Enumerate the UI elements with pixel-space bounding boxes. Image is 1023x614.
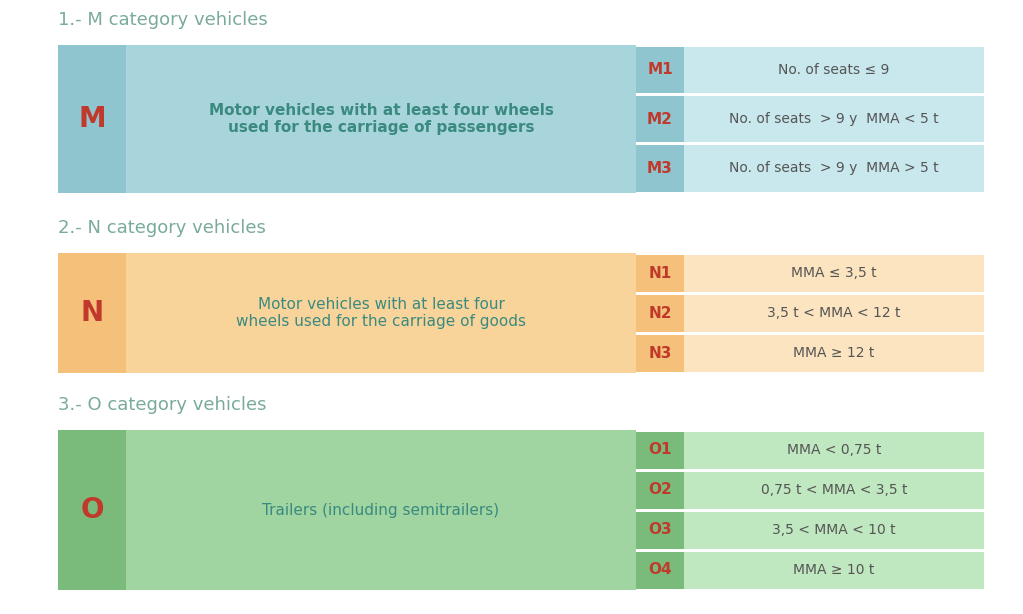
Bar	[636, 254, 684, 292]
Text: 3,5 < MMA < 10 t: 3,5 < MMA < 10 t	[772, 523, 896, 537]
Text: No. of seats  > 9 y  MMA > 5 t: No. of seats > 9 y MMA > 5 t	[729, 161, 939, 176]
Text: N: N	[81, 299, 103, 327]
Text: M1: M1	[648, 62, 673, 77]
Bar	[58, 253, 126, 373]
Text: MMA ≥ 12 t: MMA ≥ 12 t	[793, 346, 875, 360]
Text: M: M	[78, 105, 105, 133]
Text: M2: M2	[648, 112, 673, 126]
Bar	[636, 145, 684, 192]
Text: No. of seats ≤ 9: No. of seats ≤ 9	[779, 63, 890, 77]
Text: 2.- N category vehicles: 2.- N category vehicles	[58, 219, 266, 237]
Bar	[684, 551, 984, 588]
Text: 3.- O category vehicles: 3.- O category vehicles	[58, 396, 267, 414]
Text: O: O	[80, 496, 103, 524]
Text: MMA ≥ 10 t: MMA ≥ 10 t	[793, 563, 875, 577]
Bar	[636, 96, 684, 142]
Text: N3: N3	[649, 346, 672, 360]
Text: Motor vehicles with at least four
wheels used for the carriage of goods: Motor vehicles with at least four wheels…	[236, 297, 526, 329]
Bar	[684, 432, 984, 468]
Bar	[684, 145, 984, 192]
Bar	[636, 335, 684, 371]
Text: M3: M3	[648, 161, 673, 176]
Text: 1.- M category vehicles: 1.- M category vehicles	[58, 11, 268, 29]
Text: N1: N1	[649, 265, 672, 281]
Bar	[58, 430, 126, 590]
Bar	[684, 96, 984, 142]
Text: Motor vehicles with at least four wheels
used for the carriage of passengers: Motor vehicles with at least four wheels…	[209, 103, 553, 135]
Bar	[126, 430, 636, 590]
Text: O3: O3	[649, 523, 672, 537]
Bar	[684, 335, 984, 371]
Bar	[636, 47, 684, 93]
Bar	[58, 45, 126, 193]
Text: 0,75 t < MMA < 3,5 t: 0,75 t < MMA < 3,5 t	[761, 483, 907, 497]
Bar	[636, 295, 684, 332]
Bar	[684, 295, 984, 332]
Bar	[684, 47, 984, 93]
Bar	[636, 432, 684, 468]
Bar	[126, 253, 636, 373]
Bar	[684, 511, 984, 548]
Bar	[636, 551, 684, 588]
Text: Trailers (including semitrailers): Trailers (including semitrailers)	[263, 502, 499, 518]
Bar	[126, 45, 636, 193]
Bar	[636, 472, 684, 508]
Text: No. of seats  > 9 y  MMA < 5 t: No. of seats > 9 y MMA < 5 t	[729, 112, 939, 126]
Text: MMA ≤ 3,5 t: MMA ≤ 3,5 t	[791, 266, 877, 280]
Text: N2: N2	[649, 306, 672, 321]
Text: MMA < 0,75 t: MMA < 0,75 t	[787, 443, 881, 457]
Text: O2: O2	[649, 483, 672, 497]
Bar	[636, 511, 684, 548]
Text: 3,5 t < MMA < 12 t: 3,5 t < MMA < 12 t	[767, 306, 900, 320]
Bar	[684, 254, 984, 292]
Bar	[684, 472, 984, 508]
Text: O4: O4	[649, 562, 672, 578]
Text: O1: O1	[649, 443, 672, 457]
